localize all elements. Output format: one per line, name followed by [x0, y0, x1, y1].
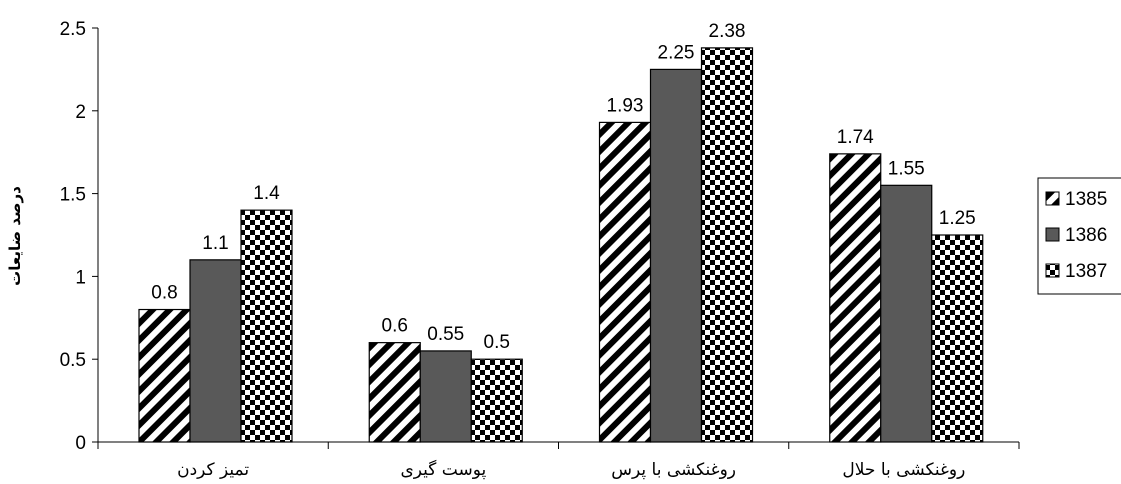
legend-swatch: [1045, 227, 1060, 242]
data-label: 1.1: [202, 233, 228, 254]
bar: [419, 350, 472, 443]
y-axis: 0 0.5 1 1.5 2 2.5: [60, 19, 99, 454]
legend-label: 1387: [1065, 261, 1107, 282]
legend: 1385 1386 1387: [1037, 177, 1121, 295]
bar: [649, 68, 703, 443]
data-label: 1.4: [253, 183, 280, 204]
bar: [829, 153, 882, 443]
category-label: روغنکشی با حلال: [842, 460, 965, 480]
y-tick-label: 0.5: [60, 350, 86, 371]
category-label: تمیز کردن: [177, 460, 249, 480]
category-label: پوست گیری: [400, 459, 486, 480]
bar: [189, 259, 242, 443]
data-label: 1.25: [939, 208, 976, 229]
bars: [138, 47, 984, 443]
y-tick-label: 1.5: [60, 185, 86, 206]
bar: [880, 184, 933, 443]
data-label: 1.74: [837, 127, 874, 148]
y-tick-label: 2: [75, 102, 86, 123]
legend-swatch: [1045, 191, 1060, 206]
y-tick-label: 2.5: [60, 19, 86, 40]
data-label: 0.5: [484, 332, 510, 353]
data-label: 1.93: [607, 95, 644, 116]
y-tick-label: 1: [75, 267, 86, 288]
bar: [138, 308, 191, 443]
y-tick-label: 0: [75, 433, 86, 454]
bar: [598, 121, 652, 443]
data-label: 0.6: [382, 316, 408, 337]
bar: [240, 209, 293, 443]
legend-swatch: [1045, 263, 1060, 278]
data-label: 2.25: [658, 42, 695, 63]
data-label: 0.8: [151, 283, 177, 304]
bar: [700, 47, 754, 443]
bar: [470, 358, 523, 443]
data-labels: 0.8 1.1 1.4 0.6 0.55 0.5 1.93 2.25 2.38 1.74 1.55 1…: [151, 21, 975, 353]
bar: [931, 234, 984, 443]
legend-label: 1385: [1065, 189, 1107, 210]
category-label: روغنکشی با پرس: [611, 460, 736, 480]
data-label: 2.38: [709, 21, 746, 42]
bar: [368, 342, 421, 443]
y-axis-label: درصد ضایعات: [6, 186, 24, 286]
data-label: 0.55: [427, 324, 464, 345]
legend-label: 1386: [1065, 225, 1107, 246]
x-axis: تمیز کردن پوست گیری روغنکشی با پرس روغنکشی …: [97, 441, 1020, 480]
data-label: 1.55: [888, 158, 925, 179]
